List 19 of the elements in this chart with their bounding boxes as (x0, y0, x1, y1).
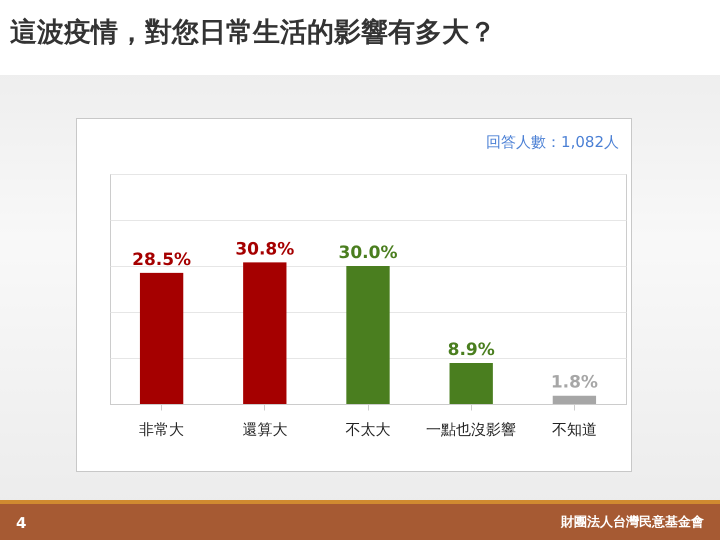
data-label: 30.0% (338, 243, 398, 263)
data-label: 30.8% (235, 239, 294, 260)
bar (346, 266, 390, 404)
bar (450, 363, 493, 404)
text: 財團法人台灣民意基金會 (561, 514, 704, 531)
data-label: 28.5% (132, 250, 192, 270)
text: 回答人數：1,082人 (486, 133, 619, 152)
x-tick-label: 非常大 (139, 420, 184, 438)
bar (243, 262, 286, 404)
chart-title: 這波疫情，對您日常生活的影響有多大？ (10, 16, 496, 50)
data-label: 8.9% (448, 340, 495, 360)
bar (140, 272, 184, 404)
x-tick-label: 不太大 (346, 420, 390, 438)
x-tick-label: 還算大 (242, 420, 288, 438)
x-tick-label: 一點也沒影響 (426, 420, 516, 438)
data-label: 1.8% (550, 372, 598, 393)
text: 4 (16, 514, 26, 532)
bar (552, 396, 596, 404)
x-tick-label: 不知道 (552, 420, 597, 438)
